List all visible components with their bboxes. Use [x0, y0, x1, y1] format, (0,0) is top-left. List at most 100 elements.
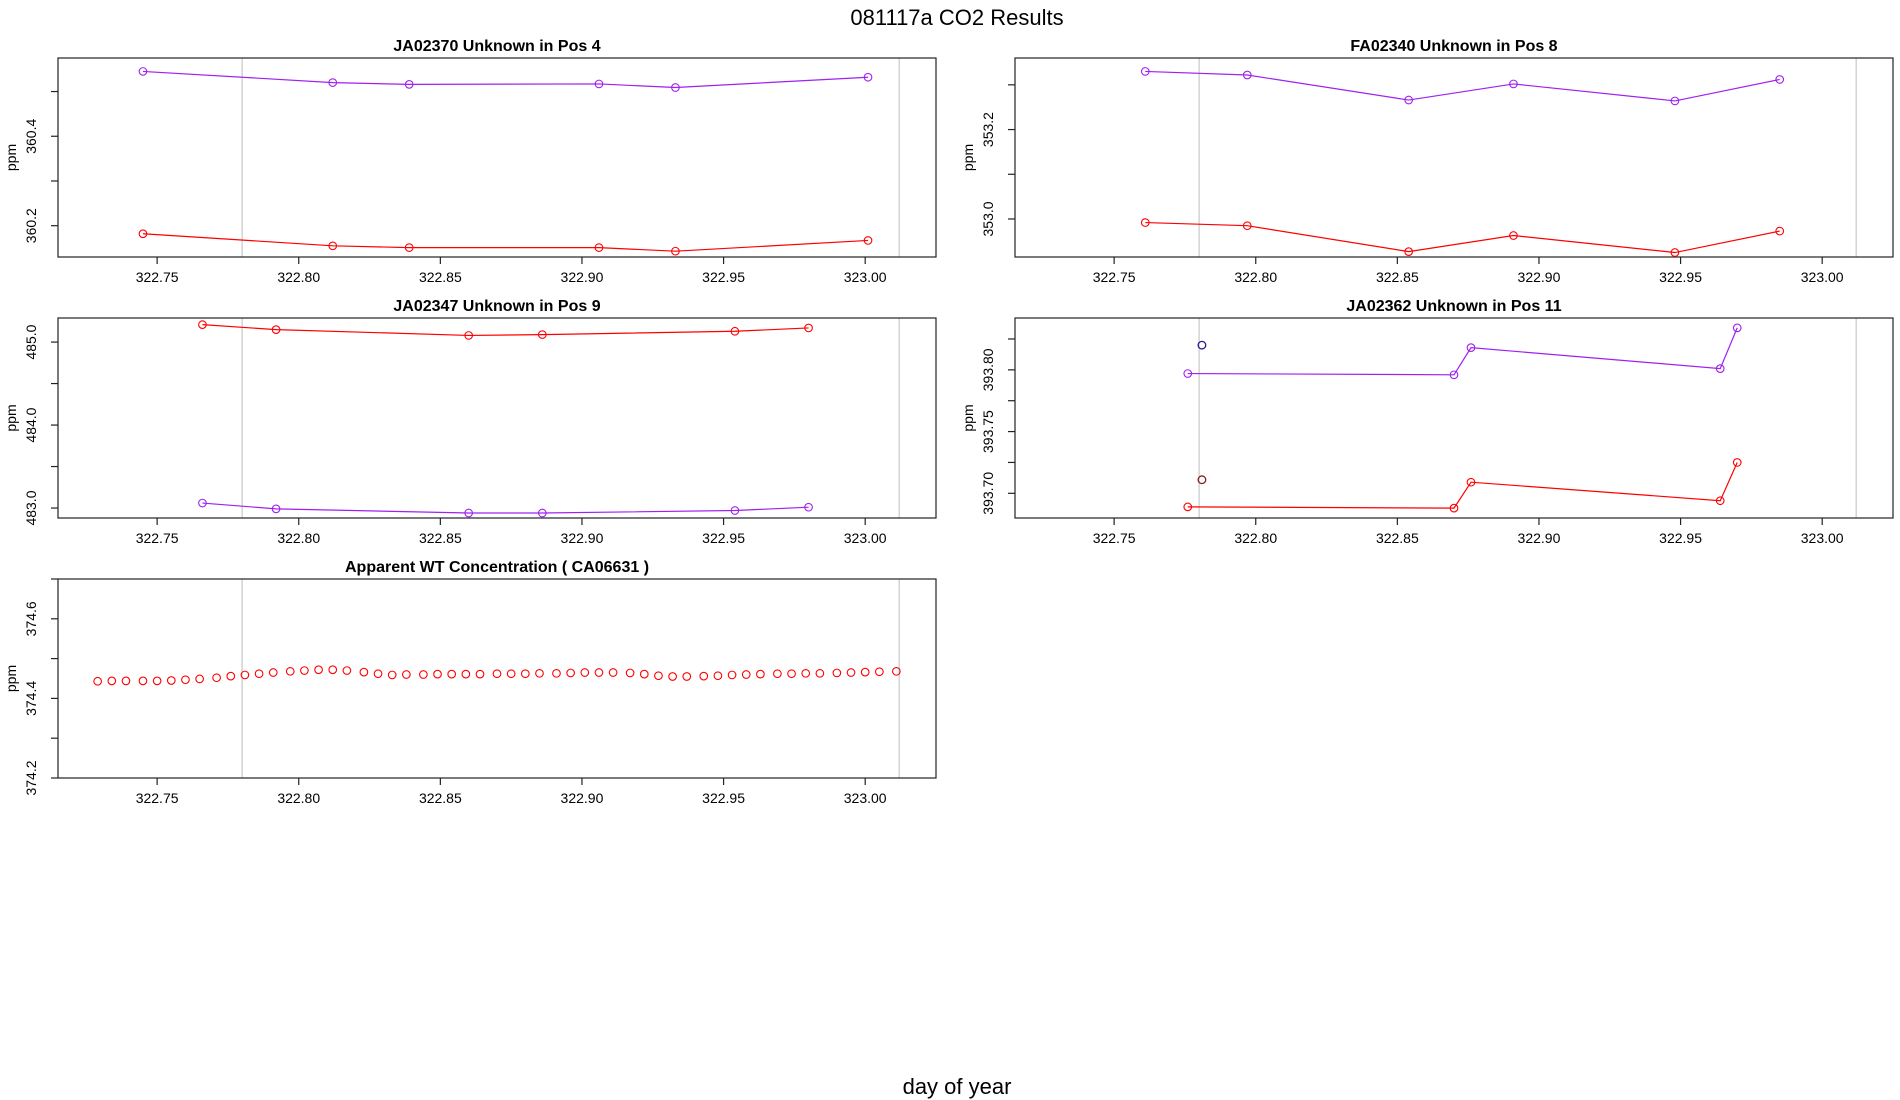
- series-line-1: [142, 70, 869, 89]
- data-point: [212, 673, 221, 683]
- data-point: [594, 243, 604, 252]
- data-point: [464, 331, 474, 340]
- data-point: [1670, 96, 1680, 106]
- x-tick-label: 322.95: [1659, 269, 1702, 285]
- data-point: [594, 79, 604, 89]
- x-tick-label: 322.95: [702, 269, 745, 285]
- series-line-2: [1187, 462, 1738, 509]
- data-point: [195, 674, 204, 684]
- x-tick-label: 323.00: [844, 269, 887, 285]
- data-point: [492, 669, 502, 679]
- data-point: [268, 668, 278, 677]
- data-point: [756, 669, 765, 679]
- data-point: [138, 676, 148, 686]
- data-point: [699, 671, 709, 681]
- data-point: [863, 72, 873, 82]
- y-tick-label: 484.0: [23, 407, 39, 442]
- data-point: [801, 668, 811, 678]
- x-tick-label: 322.95: [702, 790, 745, 806]
- data-point: [475, 669, 485, 679]
- x-tick-label: 322.90: [561, 790, 604, 806]
- series-line-2: [202, 502, 809, 514]
- data-point: [1449, 370, 1459, 380]
- data-point: [93, 676, 103, 686]
- data-point: [181, 675, 190, 685]
- data-point: [566, 668, 575, 678]
- y-tick-label: 483.0: [23, 490, 39, 525]
- x-axis-label: day of year: [903, 1074, 1012, 1099]
- y-tick-label: 374.6: [23, 601, 39, 636]
- data-point: [402, 670, 411, 679]
- data-point: [1715, 496, 1725, 506]
- data-point: [863, 236, 873, 245]
- data-point: [815, 668, 825, 678]
- data-point: [535, 668, 544, 678]
- x-tick-label: 322.75: [1093, 530, 1136, 546]
- data-point: [419, 670, 428, 679]
- panel-title: Apparent WT Concentration ( CA06631 ): [345, 559, 649, 576]
- data-point: [1183, 369, 1193, 378]
- x-tick-label: 322.75: [136, 790, 179, 806]
- plot-frame: [57, 317, 937, 519]
- data-point: [433, 669, 442, 679]
- y-tick-label: 393.75: [980, 410, 996, 453]
- y-axis-label: ppm: [960, 144, 976, 171]
- chart-panel-1: JA02370 Unknown in Pos 4 ppm 322.75 322.80 3…: [3, 38, 937, 285]
- plot-frame: [57, 57, 937, 258]
- data-point: [552, 668, 561, 678]
- data-point: [1509, 231, 1518, 240]
- data-point: [625, 668, 635, 678]
- y-tick-label: 485.0: [23, 324, 39, 359]
- data-point: [404, 80, 414, 89]
- y-tick-label: 393.80: [980, 348, 996, 391]
- data-point: [285, 666, 295, 676]
- data-point: [1509, 79, 1518, 89]
- data-point: [787, 669, 796, 679]
- data-point: [198, 498, 207, 508]
- data-point: [447, 669, 457, 679]
- x-tick-label: 323.00: [844, 530, 887, 546]
- data-point: [314, 665, 323, 675]
- data-point: [342, 666, 352, 675]
- x-tick-label: 322.75: [1093, 269, 1136, 285]
- data-point: [1404, 247, 1414, 256]
- data-point: [121, 676, 131, 686]
- chart-panel-5: Apparent WT Concentration ( CA06631 ) ppm…: [3, 559, 937, 806]
- panel-title: JA02347 Unknown in Pos 9: [393, 298, 600, 315]
- x-tick-label: 322.80: [1234, 269, 1277, 285]
- data-point: [741, 670, 751, 679]
- chart-panel-3: JA02347 Unknown in Pos 9 ppm 322.75 322.80 3…: [3, 298, 937, 546]
- series-line-2: [142, 233, 869, 252]
- x-tick-label: 322.85: [1376, 530, 1419, 546]
- y-tick-label: 393.70: [980, 472, 996, 515]
- data-point: [198, 320, 207, 329]
- data-point: [668, 672, 677, 681]
- series-line-1: [1187, 327, 1738, 376]
- data-point: [1732, 323, 1742, 333]
- data-point: [328, 665, 338, 675]
- data-point: [804, 502, 813, 512]
- panel-title: FA02340 Unknown in Pos 8: [1350, 38, 1557, 55]
- chart-panels: JA02370 Unknown in Pos 4 ppm 322.75 322.80 3…: [3, 38, 1894, 806]
- data-point: [713, 671, 723, 681]
- x-tick-label: 322.80: [277, 530, 320, 546]
- data-point: [138, 67, 148, 76]
- data-point: [682, 672, 692, 681]
- x-tick-label: 322.85: [1376, 269, 1419, 285]
- data-point: [1183, 502, 1193, 512]
- data-point: [1449, 503, 1459, 513]
- data-point: [730, 326, 740, 336]
- data-point: [328, 78, 338, 87]
- data-point: [1466, 477, 1476, 487]
- data-point: [671, 83, 680, 92]
- x-tick-label: 322.75: [136, 530, 179, 546]
- data-point: [537, 330, 547, 339]
- data-point: [1197, 340, 1207, 350]
- x-tick-label: 322.90: [561, 530, 604, 546]
- x-tick-label: 323.00: [1801, 530, 1844, 546]
- panel-title: JA02370 Unknown in Pos 4: [393, 38, 600, 55]
- data-point: [1715, 364, 1725, 373]
- data-point: [875, 667, 884, 677]
- data-point: [639, 669, 649, 679]
